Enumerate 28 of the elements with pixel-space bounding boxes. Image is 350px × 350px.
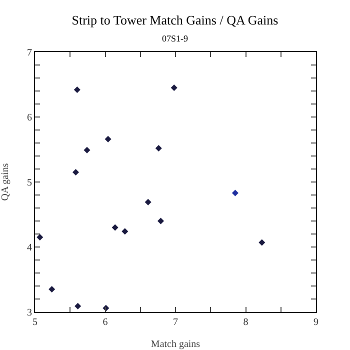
x-tick-label: 9 [314, 317, 318, 328]
y-tick-label: 7 [27, 48, 32, 58]
point [155, 144, 162, 152]
point [36, 234, 44, 240]
point [72, 169, 79, 176]
point [170, 84, 178, 91]
point [158, 218, 164, 224]
point [74, 302, 82, 310]
x-tick-label: 6 [102, 317, 108, 328]
y-tick-label: 3 [27, 308, 32, 318]
x-axis-title: Match gains [150, 339, 200, 350]
point [84, 146, 90, 154]
y-tick-label: 5 [27, 178, 32, 188]
chart-title: Strip to Tower Match Gains / QA Gains [72, 12, 278, 28]
point [48, 286, 56, 292]
point [74, 86, 80, 93]
point [112, 224, 118, 231]
point [104, 136, 112, 142]
chart-subtitle: 07S1-9 [162, 33, 188, 44]
point [144, 198, 152, 206]
y-tick-label: 4 [27, 242, 32, 254]
y-axis-title: QA gains [0, 163, 11, 201]
point [258, 239, 266, 246]
y-tick-label: 6 [27, 112, 32, 124]
point [122, 228, 128, 235]
x-tick-label: 7 [173, 317, 178, 328]
point [232, 190, 238, 196]
x-tick-label: 8 [243, 317, 248, 328]
